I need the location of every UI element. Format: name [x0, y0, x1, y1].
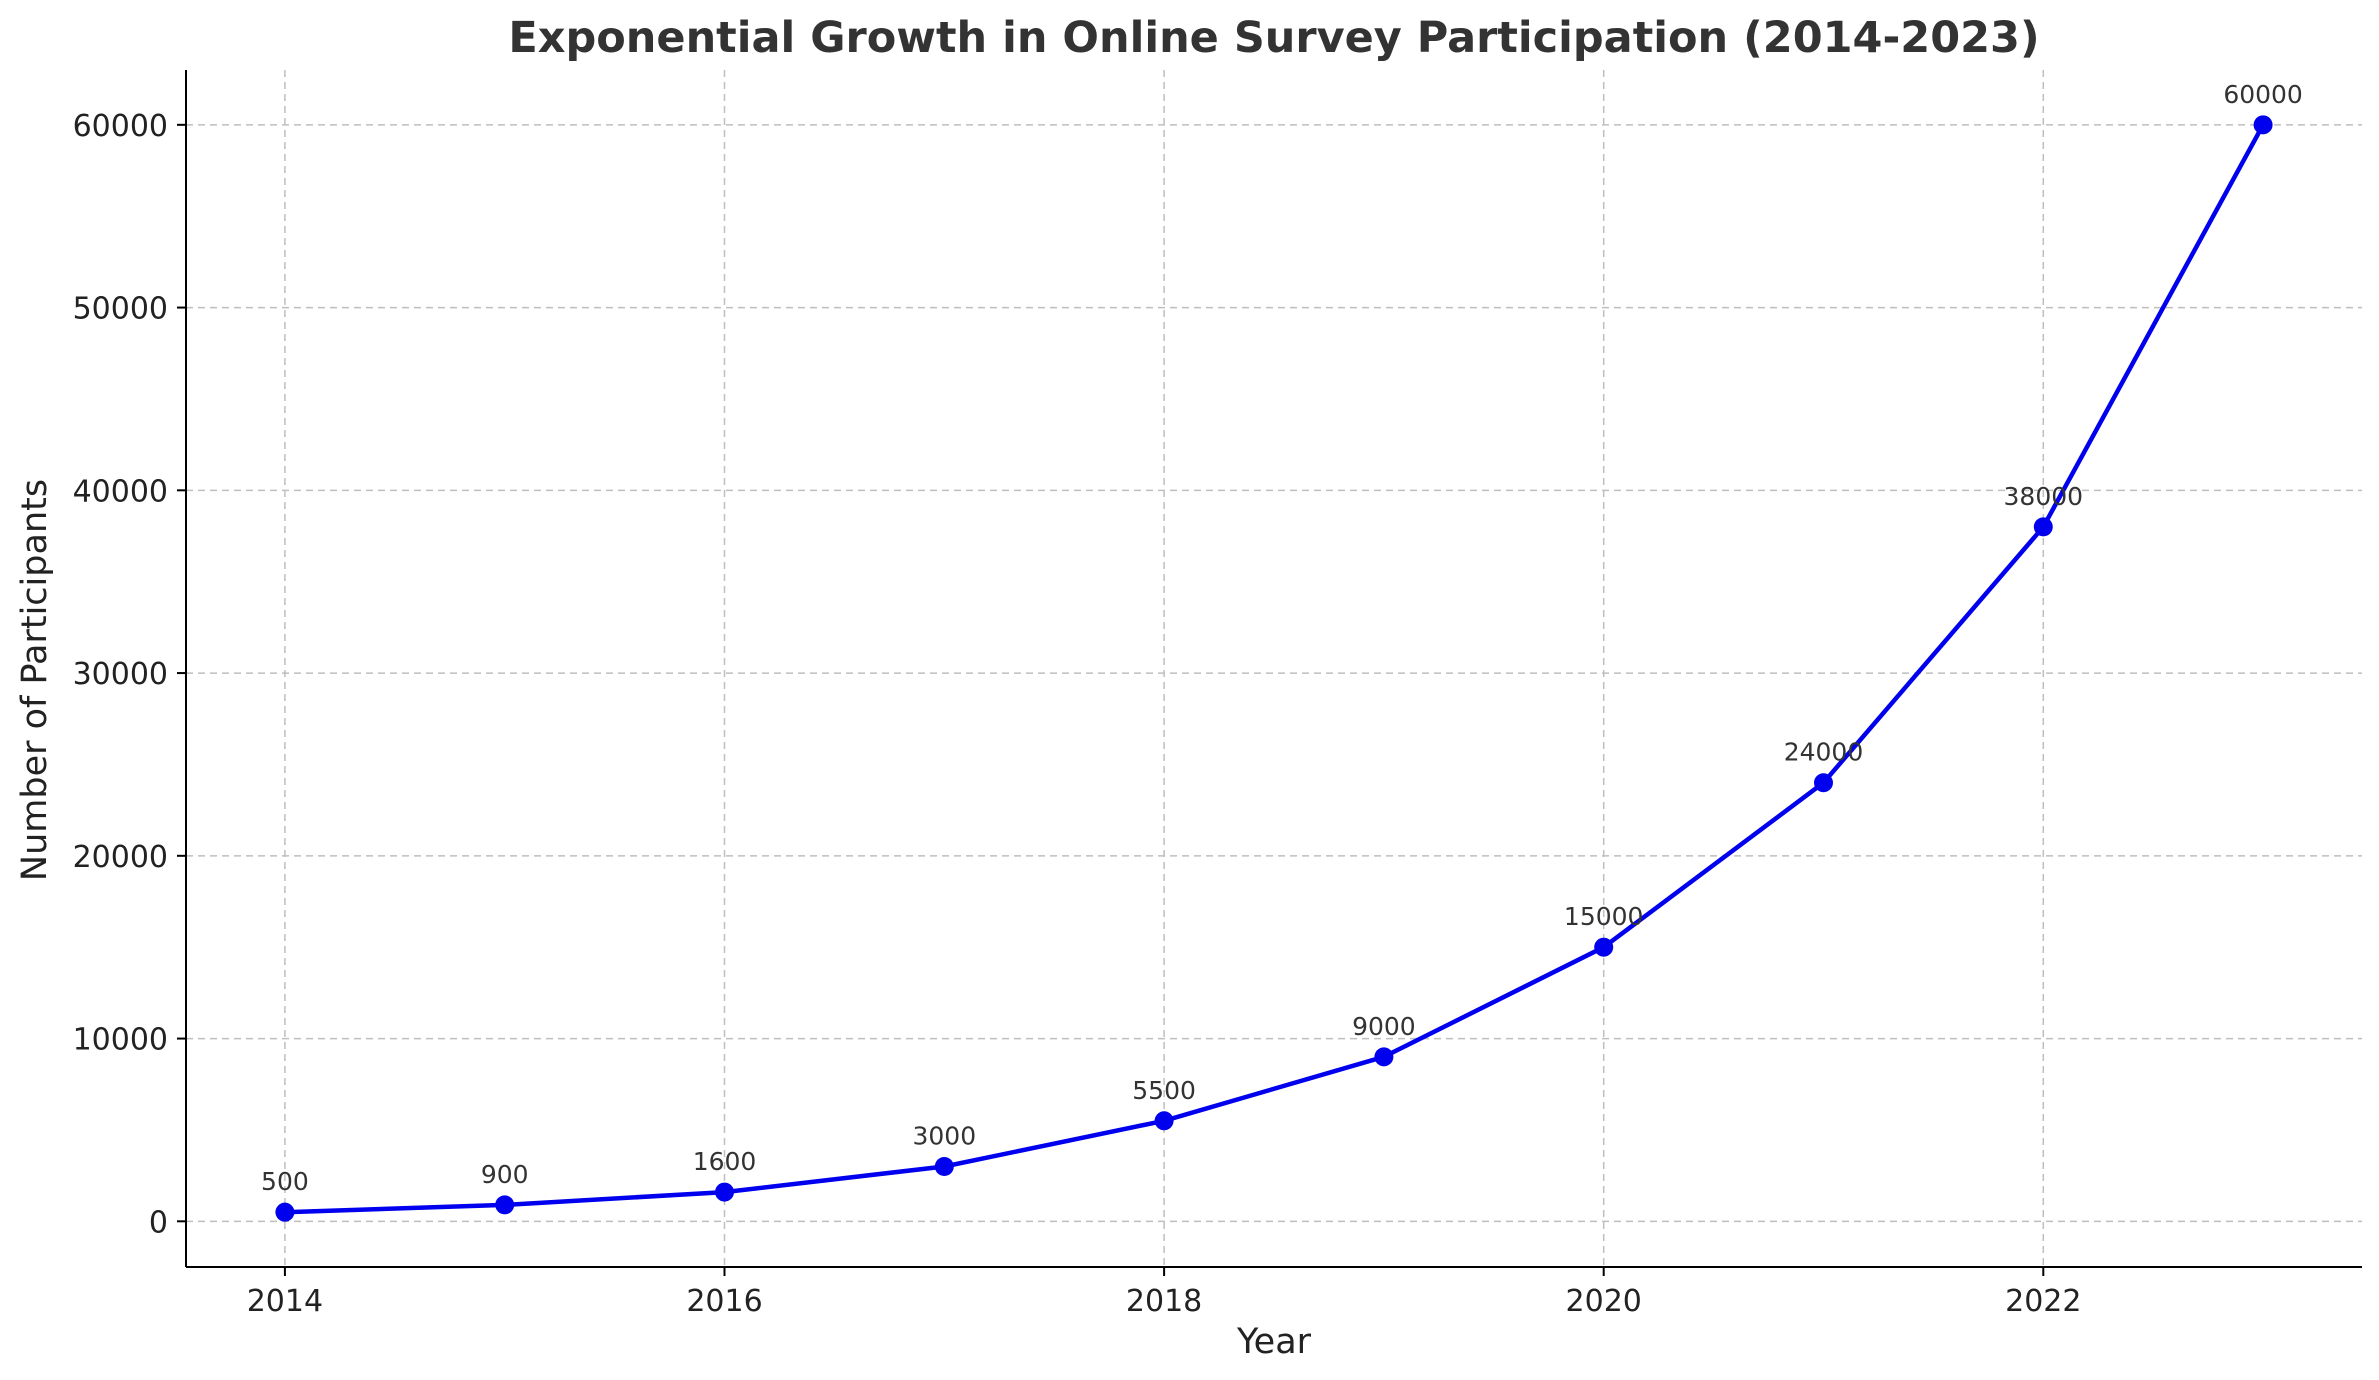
series-layer [275, 115, 2273, 1222]
data-label: 900 [481, 1160, 529, 1189]
data-point [275, 1202, 295, 1222]
data-label: 5500 [1132, 1076, 1196, 1105]
data-label: 3000 [912, 1121, 976, 1150]
data-point [1594, 937, 1614, 957]
y-tick-label: 30000 [73, 657, 168, 692]
y-tick-label: 50000 [73, 292, 168, 327]
y-axis-label: Number of Participants [15, 479, 55, 881]
data-label: 9000 [1352, 1012, 1416, 1041]
x-axis-ticks: 2014 2016 2018 2020 2022 [247, 1267, 2081, 1319]
y-tick-label: 10000 [73, 1023, 168, 1058]
data-point [2033, 517, 2053, 537]
x-tick-label: 2014 [247, 1284, 323, 1319]
data-point [715, 1182, 735, 1202]
data-label: 1600 [693, 1147, 757, 1176]
data-point [1154, 1111, 1174, 1131]
x-tick-label: 2022 [2005, 1284, 2081, 1319]
y-tick-label: 40000 [73, 474, 168, 509]
data-point [2253, 115, 2273, 135]
data-label: 60000 [2223, 80, 2303, 109]
data-point [1374, 1047, 1394, 1067]
axes [185, 70, 2362, 1268]
y-axis-ticks: 0 10000 20000 30000 40000 50000 60000 [73, 109, 186, 1240]
y-tick-label: 60000 [73, 109, 168, 144]
data-point [495, 1195, 515, 1215]
data-label: 24000 [1784, 738, 1864, 767]
grid-lines [186, 70, 2362, 1267]
data-label: 38000 [2004, 482, 2084, 511]
x-axis-label: Year [1236, 1322, 1312, 1362]
data-labels: 500 900 1600 3000 5500 9000 15000 24000 38000 600… [261, 80, 2303, 1196]
data-point [934, 1156, 954, 1176]
chart-title: Exponential Growth in Online Survey Part… [508, 13, 2039, 63]
x-tick-label: 2020 [1566, 1284, 1642, 1319]
data-label: 15000 [1564, 902, 1644, 931]
data-label: 500 [261, 1167, 309, 1196]
series-line [282, 122, 2266, 1215]
data-point [1813, 773, 1833, 793]
x-tick-label: 2018 [1126, 1284, 1202, 1319]
y-tick-label: 20000 [73, 840, 168, 875]
x-tick-label: 2016 [686, 1284, 762, 1319]
y-tick-label: 0 [149, 1205, 168, 1240]
